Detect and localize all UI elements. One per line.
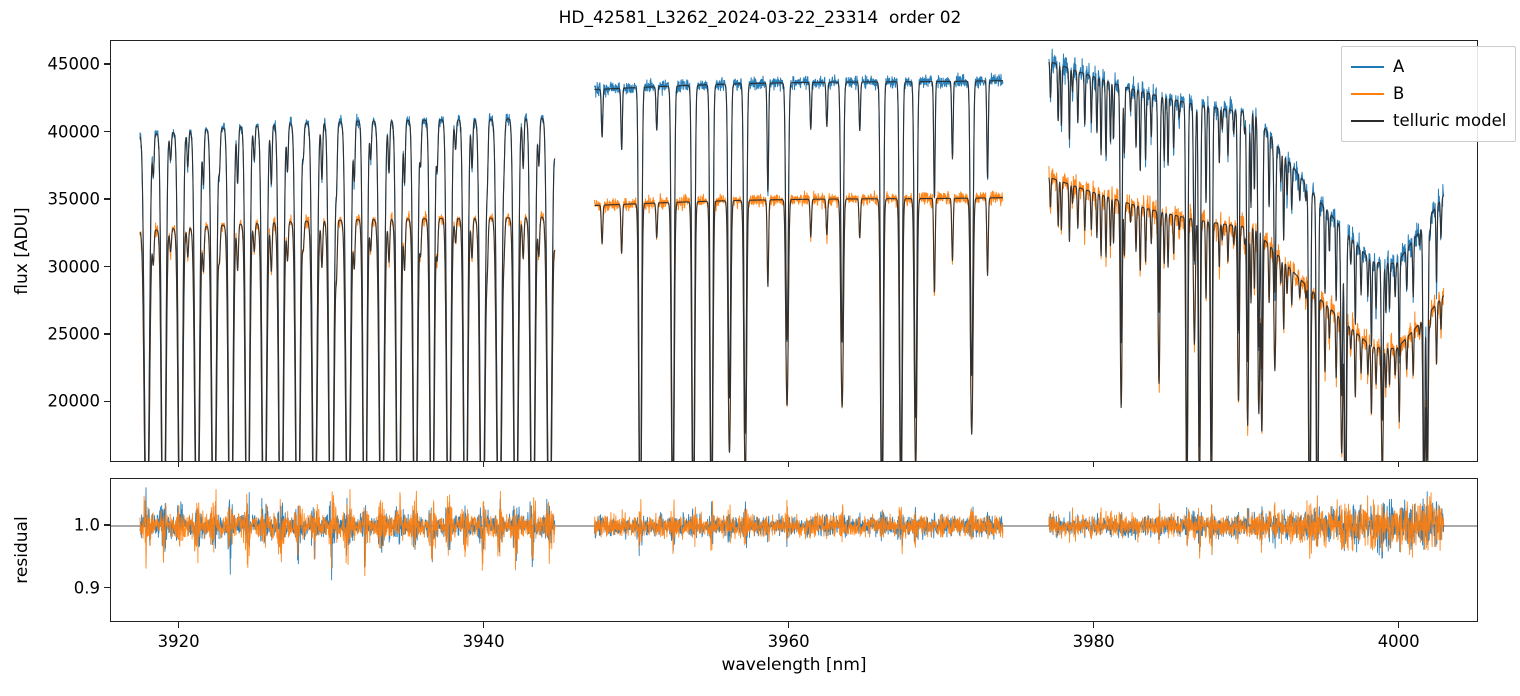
legend-swatch-telluric-model: [1351, 119, 1384, 122]
wavelength-tick-label: 3920: [157, 632, 200, 651]
wavelength-tick-label: 3940: [462, 632, 505, 651]
flux-axis-label: flux [ADU]: [12, 207, 32, 295]
wavelength-tick-mark: [1092, 622, 1095, 628]
flux-tick-mark: [104, 400, 110, 403]
flux-tick-mark: [104, 265, 110, 268]
flux-tick-mark: [104, 333, 110, 335]
flux-tick-label: 35000: [47, 189, 101, 209]
flux-series-canvas: [139, 48, 1445, 461]
wavelength-tick-mark: [787, 622, 790, 628]
flux-plot-area: [110, 40, 1478, 462]
wavelength-tick-mark: [177, 622, 180, 628]
residual-series-canvas: [111, 487, 1477, 581]
wavelength-tick-mark: [1397, 622, 1400, 628]
wavelength-tick-mark-upper: [787, 462, 790, 467]
wavelength-tick-mark-upper: [1397, 462, 1400, 467]
legend-label-b: B: [1393, 84, 1405, 103]
flux-tick-mark: [104, 130, 110, 133]
legend-item-telluric-model[interactable]: telluric model: [1351, 107, 1506, 134]
wavelength-tick-label: 4000: [1377, 632, 1420, 651]
flux-tick-mark: [104, 198, 110, 200]
legend-swatch-b: [1351, 92, 1384, 95]
flux-tick-label: 25000: [47, 324, 101, 344]
residual-tick-mark: [104, 586, 110, 589]
flux-tick-label: 45000: [47, 54, 101, 74]
wavelength-tick-mark: [482, 622, 485, 628]
flux-tick-label: 20000: [47, 391, 101, 411]
wavelength-tick-mark-upper: [1092, 462, 1095, 467]
wavelength-axis-label: wavelength [nm]: [721, 655, 867, 675]
flux-tick-label: 30000: [47, 257, 101, 276]
residual-tick-label: 0.9: [73, 578, 100, 598]
page-title: HD_42581_L3262_2024-03-22_23314 order 02: [558, 8, 962, 28]
residual-tick-label: 1.0: [73, 515, 100, 535]
legend-item-a[interactable]: A: [1351, 53, 1506, 80]
flux-tick-label: 40000: [47, 122, 101, 142]
legend-label-a: A: [1393, 57, 1405, 76]
wavelength-tick-label: 3980: [1072, 632, 1115, 651]
residual-plot-area: [110, 478, 1478, 622]
legend-item-b[interactable]: B: [1351, 80, 1506, 107]
flux-tick-mark: [104, 63, 110, 66]
wavelength-tick-label: 3960: [767, 632, 810, 651]
legend-label-telluric-model: telluric model: [1393, 111, 1507, 130]
residual-axis-label: residual: [12, 516, 32, 584]
legend: A B telluric model: [1341, 46, 1517, 142]
wavelength-tick-mark-upper: [177, 462, 180, 467]
residual-tick-mark: [104, 524, 110, 526]
wavelength-tick-mark-upper: [482, 462, 485, 467]
legend-swatch-a: [1351, 65, 1384, 68]
